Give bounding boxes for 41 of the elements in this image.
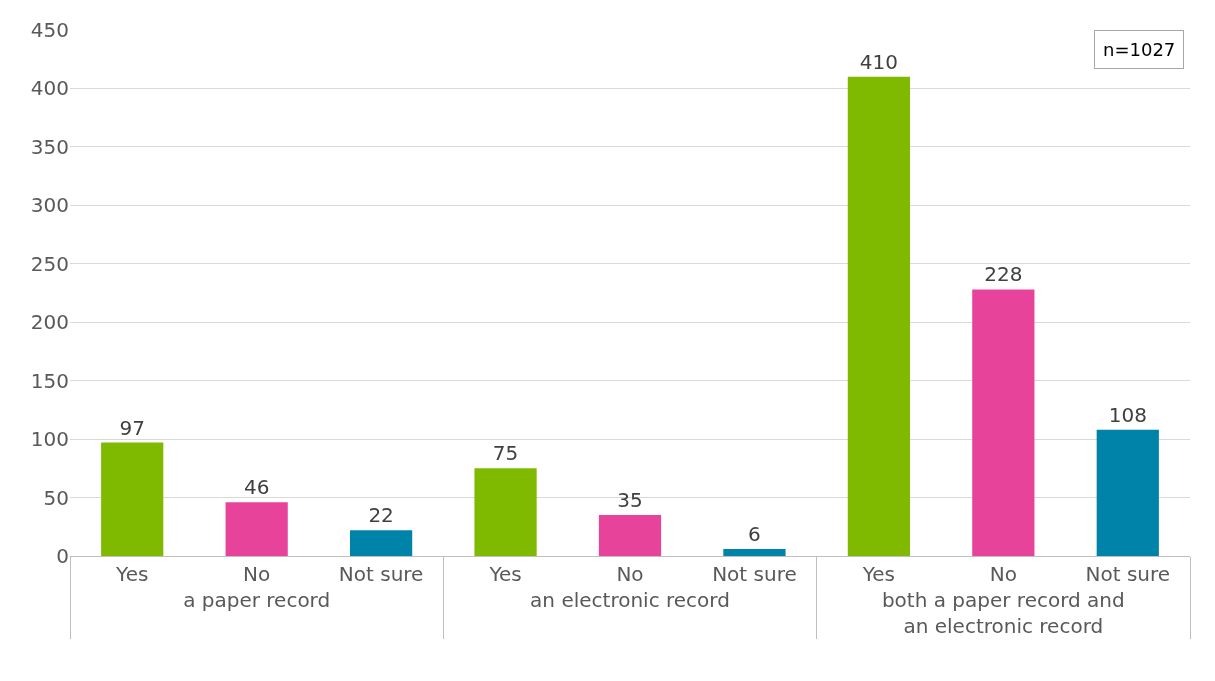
text: an electronic record: [530, 588, 730, 612]
bar: [723, 548, 786, 556]
bar: [225, 502, 288, 556]
bar: [847, 76, 910, 556]
data-label: 97: [119, 415, 145, 440]
annotation: n=1027: [1103, 39, 1176, 60]
x-tick-label: Not sure: [712, 562, 797, 586]
data-label: 6: [748, 521, 761, 546]
x-tick-label: No: [616, 562, 644, 586]
x-tick-label: Yes: [115, 562, 149, 586]
y-tick-label: 150: [30, 368, 69, 393]
y-tick-label: 0: [56, 544, 69, 568]
data-label: 46: [243, 475, 270, 500]
bar: [1096, 429, 1159, 556]
bar: [101, 442, 164, 556]
x-tick-label: No: [243, 562, 271, 586]
bar: [350, 530, 413, 556]
data-label: 75: [492, 441, 519, 466]
y-tick-label: 50: [43, 485, 69, 510]
bar: [598, 515, 662, 556]
data-label: 35: [617, 488, 643, 513]
x-tick-label: Not sure: [1085, 562, 1171, 586]
x-tick-label: Yes: [488, 562, 522, 586]
bar: [972, 289, 1035, 556]
text: a paper record: [183, 588, 331, 612]
y-tick-label: 100: [30, 427, 69, 452]
x-tick-label: No: [989, 562, 1017, 586]
data-label: 22: [368, 503, 394, 528]
data-label: 108: [1108, 402, 1147, 427]
x-tick-label: Not sure: [338, 562, 424, 586]
y-tick-label: 350: [30, 134, 69, 159]
y-tick-label: 450: [30, 18, 69, 42]
data-label: 228: [984, 262, 1023, 287]
y-tick-label: 400: [30, 76, 69, 101]
y-tick-label: 250: [30, 251, 69, 276]
x-tick-label: Yes: [861, 562, 896, 586]
bar: [474, 468, 537, 556]
text: both a paper record and an electronic record: [881, 588, 1125, 638]
y-tick-label: 200: [30, 310, 69, 335]
y-tick-label: 300: [30, 193, 69, 218]
data-label: 410: [859, 49, 898, 74]
